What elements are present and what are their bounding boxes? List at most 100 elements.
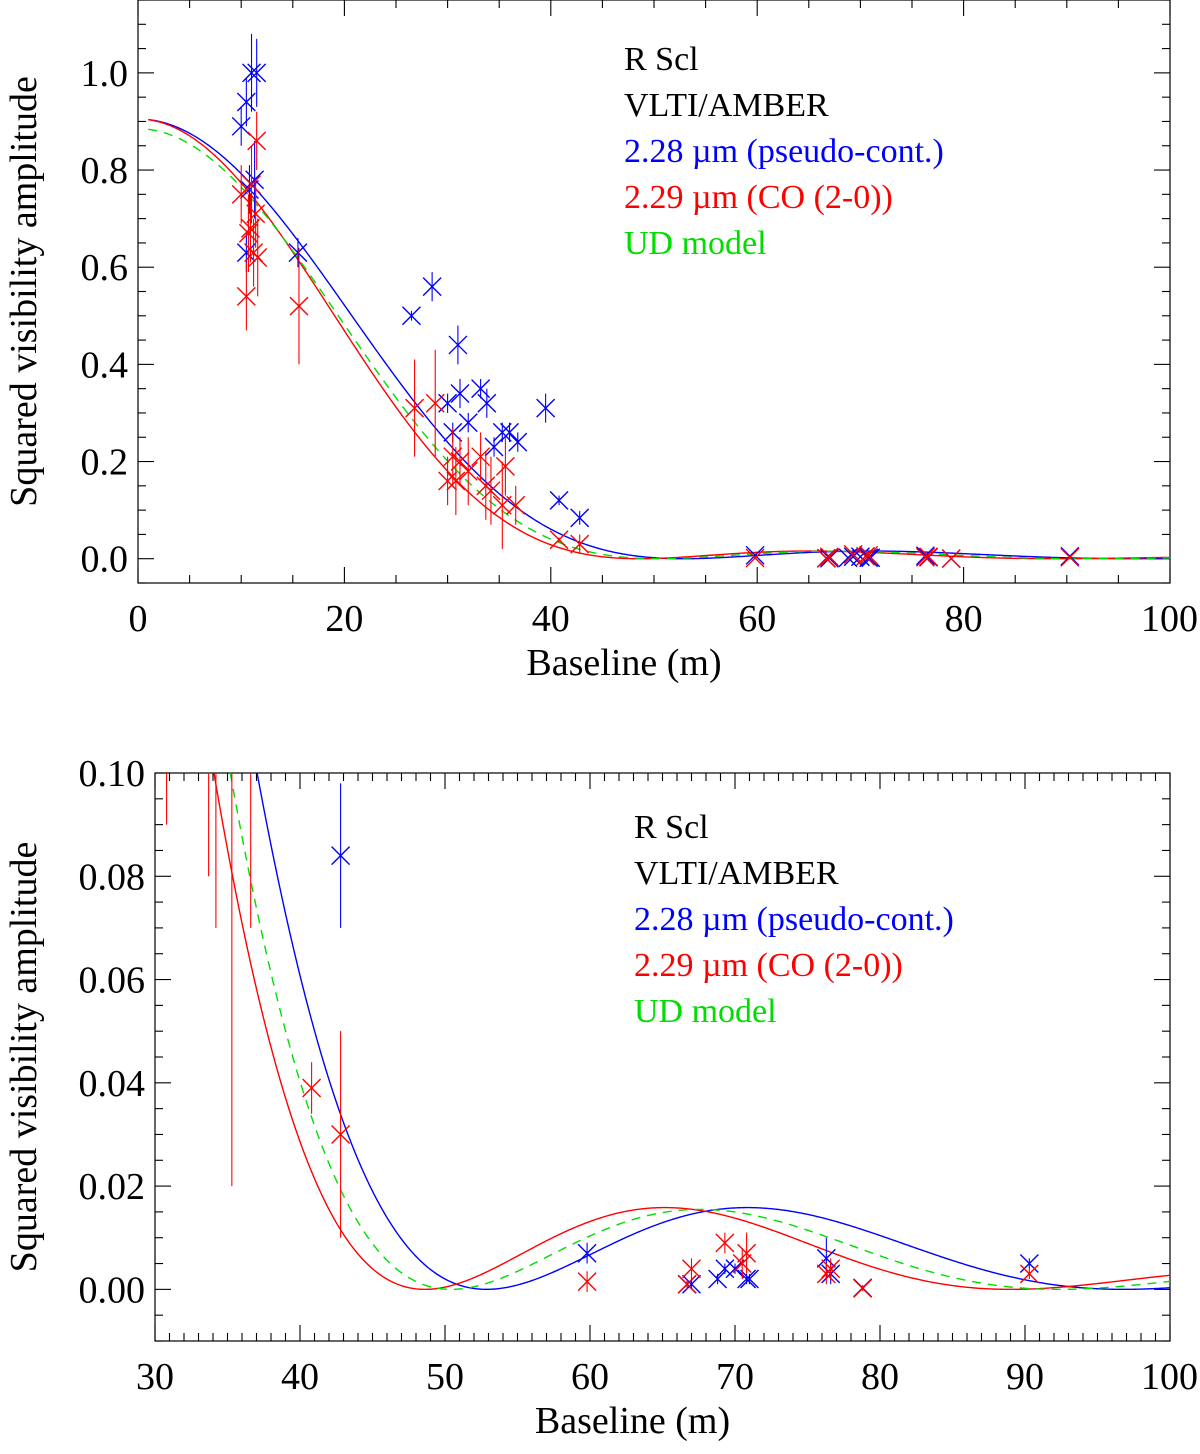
- y-tick-label: 0.00: [79, 1269, 146, 1311]
- x-tick-label: 50: [426, 1356, 464, 1398]
- x-tick-label: 60: [738, 598, 776, 640]
- model-curve-ud-model: [229, 773, 1170, 1291]
- data-point-2-29um: [289, 296, 309, 316]
- data-point-2-28um: [236, 243, 256, 263]
- y-tick-label: 0.10: [79, 753, 146, 795]
- data-point-2-28um: [331, 846, 351, 866]
- y-tick-label: 0.02: [79, 1166, 146, 1208]
- x-tick-label: 0: [129, 598, 148, 640]
- data-point-2-28um: [577, 1243, 597, 1263]
- data-point-2-28um: [745, 545, 765, 565]
- legend-entry: UD model: [634, 993, 777, 1030]
- x-tick-label: 30: [136, 1356, 174, 1398]
- data-point-2-29um: [425, 393, 445, 413]
- data-point-2-28um: [448, 335, 468, 355]
- model-curve-2-29-m-model: [213, 773, 1170, 1291]
- data-point-2-28um: [245, 41, 263, 59]
- data-point-2-28um: [508, 432, 528, 452]
- data-point-2-29um: [821, 1259, 841, 1279]
- x-tick-label: 100: [1141, 598, 1198, 640]
- data-point-2-29um: [331, 1124, 351, 1144]
- data-point-2-28um: [458, 413, 478, 433]
- data-point-2-28um: [682, 1274, 701, 1294]
- data-point-2-29um: [549, 530, 569, 550]
- chart-bottom-panel: 30 40 50 60 70 80 90 100 0.00 0.02 0.04 0.06 0.08 0.1…: [3, 41, 1198, 1442]
- data-point-2-28um: [740, 1269, 759, 1289]
- y-tick-label: 0.0: [81, 539, 129, 581]
- data-point-2-29um: [843, 544, 863, 564]
- data-point-2-29um: [856, 546, 876, 566]
- data-point-2-29um: [158, 454, 176, 472]
- data-point-2-29um: [248, 247, 268, 267]
- data-point-2-28um: [915, 546, 935, 566]
- data-point-2-29um: [715, 1233, 735, 1253]
- data-point-2-28um: [549, 490, 569, 510]
- data-point-2-29um: [240, 218, 260, 238]
- x-tick-label: 40: [532, 598, 570, 640]
- x-tick-label: 20: [325, 598, 363, 640]
- data-point-2-29um: [175, 351, 193, 369]
- data-point-2-28um: [242, 63, 262, 83]
- data-point-2-28um: [570, 508, 590, 528]
- legend-entry: VLTI/AMBER: [624, 87, 829, 124]
- data-point-2-28um: [484, 437, 504, 457]
- data-point-2-28um: [477, 393, 497, 413]
- data-point-2-29um: [506, 495, 526, 515]
- data-point-2-29um: [941, 549, 961, 569]
- data-point-2-28um: [715, 1259, 735, 1279]
- x-tick-label: 60: [571, 1356, 609, 1398]
- y-tick-label: 0.06: [79, 960, 146, 1002]
- data-point-2-29um: [1019, 1264, 1039, 1284]
- data-point-2-29um: [732, 1254, 752, 1274]
- data-point-2-28um: [1019, 1254, 1039, 1274]
- data-point-2-28um: [401, 306, 421, 326]
- data-point-2-29um: [915, 547, 935, 567]
- data-point-2-28um: [231, 116, 251, 136]
- data-point-2-29um: [227, 299, 245, 317]
- data-point-2-28um: [422, 277, 442, 297]
- data-point-2-28um: [816, 1248, 836, 1268]
- data-point-2-29um: [153, 196, 171, 214]
- y-tick-label: 0.08: [79, 856, 146, 898]
- data-point-2-29um: [207, 557, 225, 575]
- y-tick-label: 0.6: [81, 247, 129, 289]
- data-point-2-28um: [247, 63, 267, 83]
- data-point-2-28um: [500, 422, 520, 442]
- data-point-2-29um: [163, 248, 181, 266]
- data-point-2-28um: [303, 661, 321, 679]
- x-tick-label: 40: [281, 1356, 319, 1398]
- y-tick-label: 0.04: [79, 1063, 146, 1105]
- x-axis-title: Baseline (m): [535, 1400, 730, 1442]
- model-curve-2-28-m-model: [256, 773, 1170, 1291]
- legend-entry: VLTI/AMBER: [634, 855, 839, 892]
- x-tick-label: 80: [861, 1356, 899, 1398]
- data-point-2-29um: [242, 175, 262, 195]
- data-point-2-29um: [481, 481, 501, 501]
- model-curve-ud-model: [148, 128, 1170, 560]
- data-point-2-28um: [536, 398, 556, 418]
- data-point-2-29um: [919, 547, 939, 567]
- data-point-2-29um: [242, 712, 260, 730]
- data-point-2-29um: [495, 456, 515, 476]
- data-point-2-29um: [816, 548, 836, 568]
- x-axis-title: Baseline (m): [526, 642, 721, 684]
- data-point-2-29um: [192, 196, 210, 214]
- data-point-2-28um: [819, 548, 839, 568]
- data-point-2-29um: [745, 548, 765, 568]
- y-tick-label: 0.2: [81, 442, 129, 484]
- data-point-2-29um: [247, 131, 267, 151]
- data-point-2-29um: [302, 1078, 322, 1098]
- data-point-2-29um: [682, 1259, 701, 1279]
- data-point-2-29um: [492, 495, 512, 515]
- plot-data: [148, 34, 1170, 569]
- legend-entry: R Scl: [624, 41, 699, 78]
- data-point-2-29um: [223, 712, 241, 730]
- data-point-2-28um: [859, 548, 879, 568]
- data-point-2-29um: [471, 447, 491, 467]
- data-point-2-29um: [677, 1274, 697, 1294]
- data-point-2-29um: [1060, 547, 1080, 567]
- x-tick-label: 90: [1006, 1356, 1044, 1398]
- x-tick-label: 80: [945, 598, 983, 640]
- y-axis-title: Squared visibility amplitude: [3, 842, 45, 1273]
